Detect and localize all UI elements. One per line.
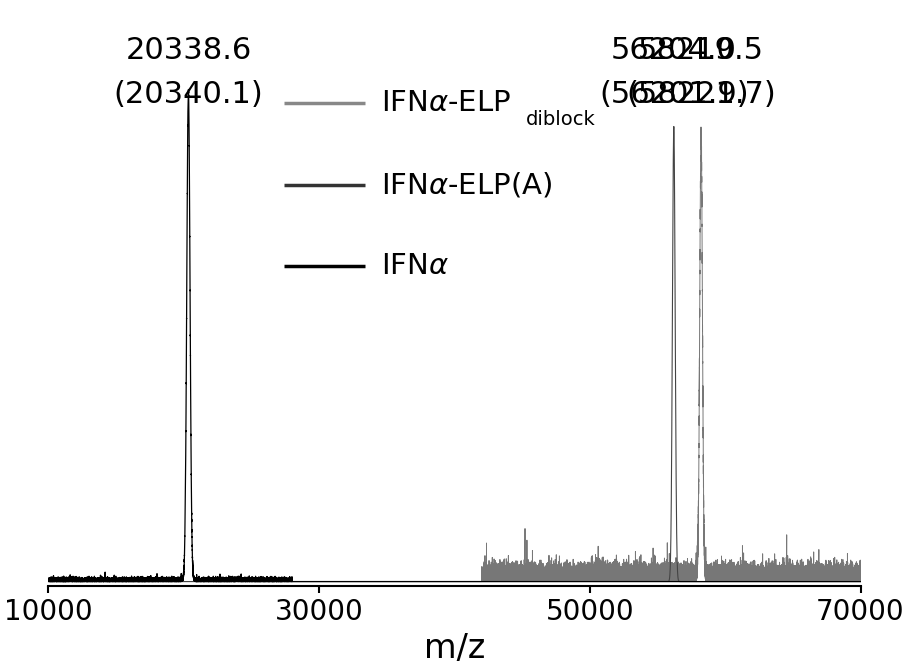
Text: 20338.6: 20338.6 xyxy=(125,36,252,66)
Text: (20340.1): (20340.1) xyxy=(114,80,264,109)
Text: 58219.5: 58219.5 xyxy=(638,36,764,66)
Text: 56204.0: 56204.0 xyxy=(611,36,736,66)
Text: (58221.7): (58221.7) xyxy=(626,80,776,109)
Text: IFN$\alpha$-ELP(A): IFN$\alpha$-ELP(A) xyxy=(382,170,553,199)
Text: IFN$\alpha$: IFN$\alpha$ xyxy=(382,252,449,280)
Text: diblock: diblock xyxy=(526,110,595,129)
X-axis label: m/z: m/z xyxy=(424,632,485,665)
Text: IFN$\alpha$-ELP: IFN$\alpha$-ELP xyxy=(382,89,512,117)
Text: (56201.9): (56201.9) xyxy=(599,80,749,109)
